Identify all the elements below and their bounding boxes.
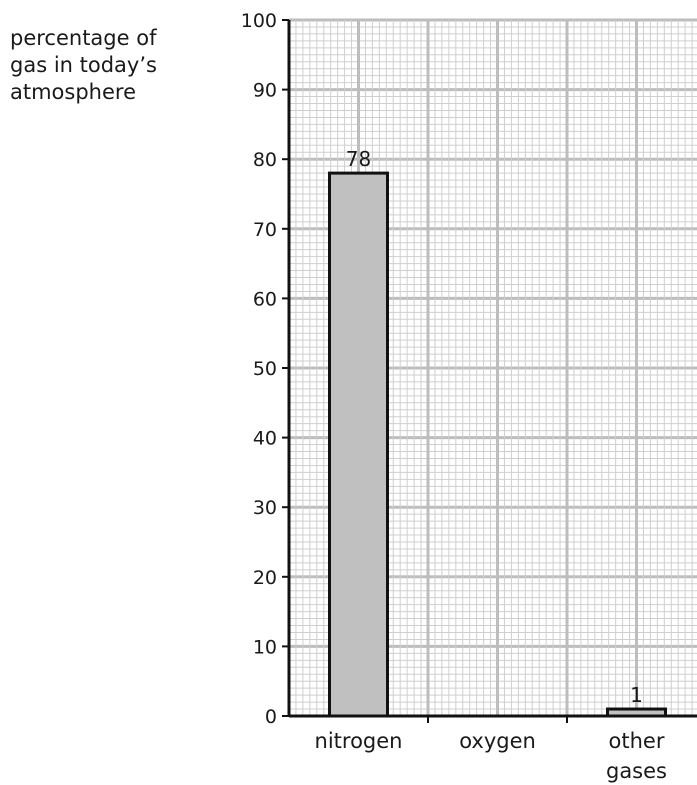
y-tick-label: 70 [253,219,277,241]
x-tick-label: oxygen [459,729,536,753]
y-tick-label: 60 [253,288,277,310]
y-tick-label: 40 [253,428,277,450]
data-label: 78 [346,147,371,171]
y-tick-label: 80 [253,149,277,171]
y-tick-label: 50 [253,358,277,380]
y-tick-label: 100 [241,10,277,32]
x-tick-label: gases [606,759,667,783]
y-tick-label: 30 [253,497,277,519]
y-tick-label: 0 [265,706,277,728]
y-tick-label: 90 [253,80,277,102]
y-axis-label-line: percentage of [10,26,157,50]
y-axis-label-line: gas in today’s [10,53,157,77]
y-axis-label: percentage of gas in today’s atmosphere [10,25,210,106]
x-tick-label: nitrogen [315,729,403,753]
data-label: 1 [630,683,643,707]
labels-group: 78 nitrogen oxygen 1 other gases 0 10 20 30 40 50 60… [241,10,667,783]
y-tick-label: 10 [253,636,277,658]
y-tick-label: 20 [253,567,277,589]
bar [328,171,389,718]
axes-group [282,19,697,723]
x-tick-label: other [609,729,665,753]
y-axis-label-line: atmosphere [10,80,136,104]
